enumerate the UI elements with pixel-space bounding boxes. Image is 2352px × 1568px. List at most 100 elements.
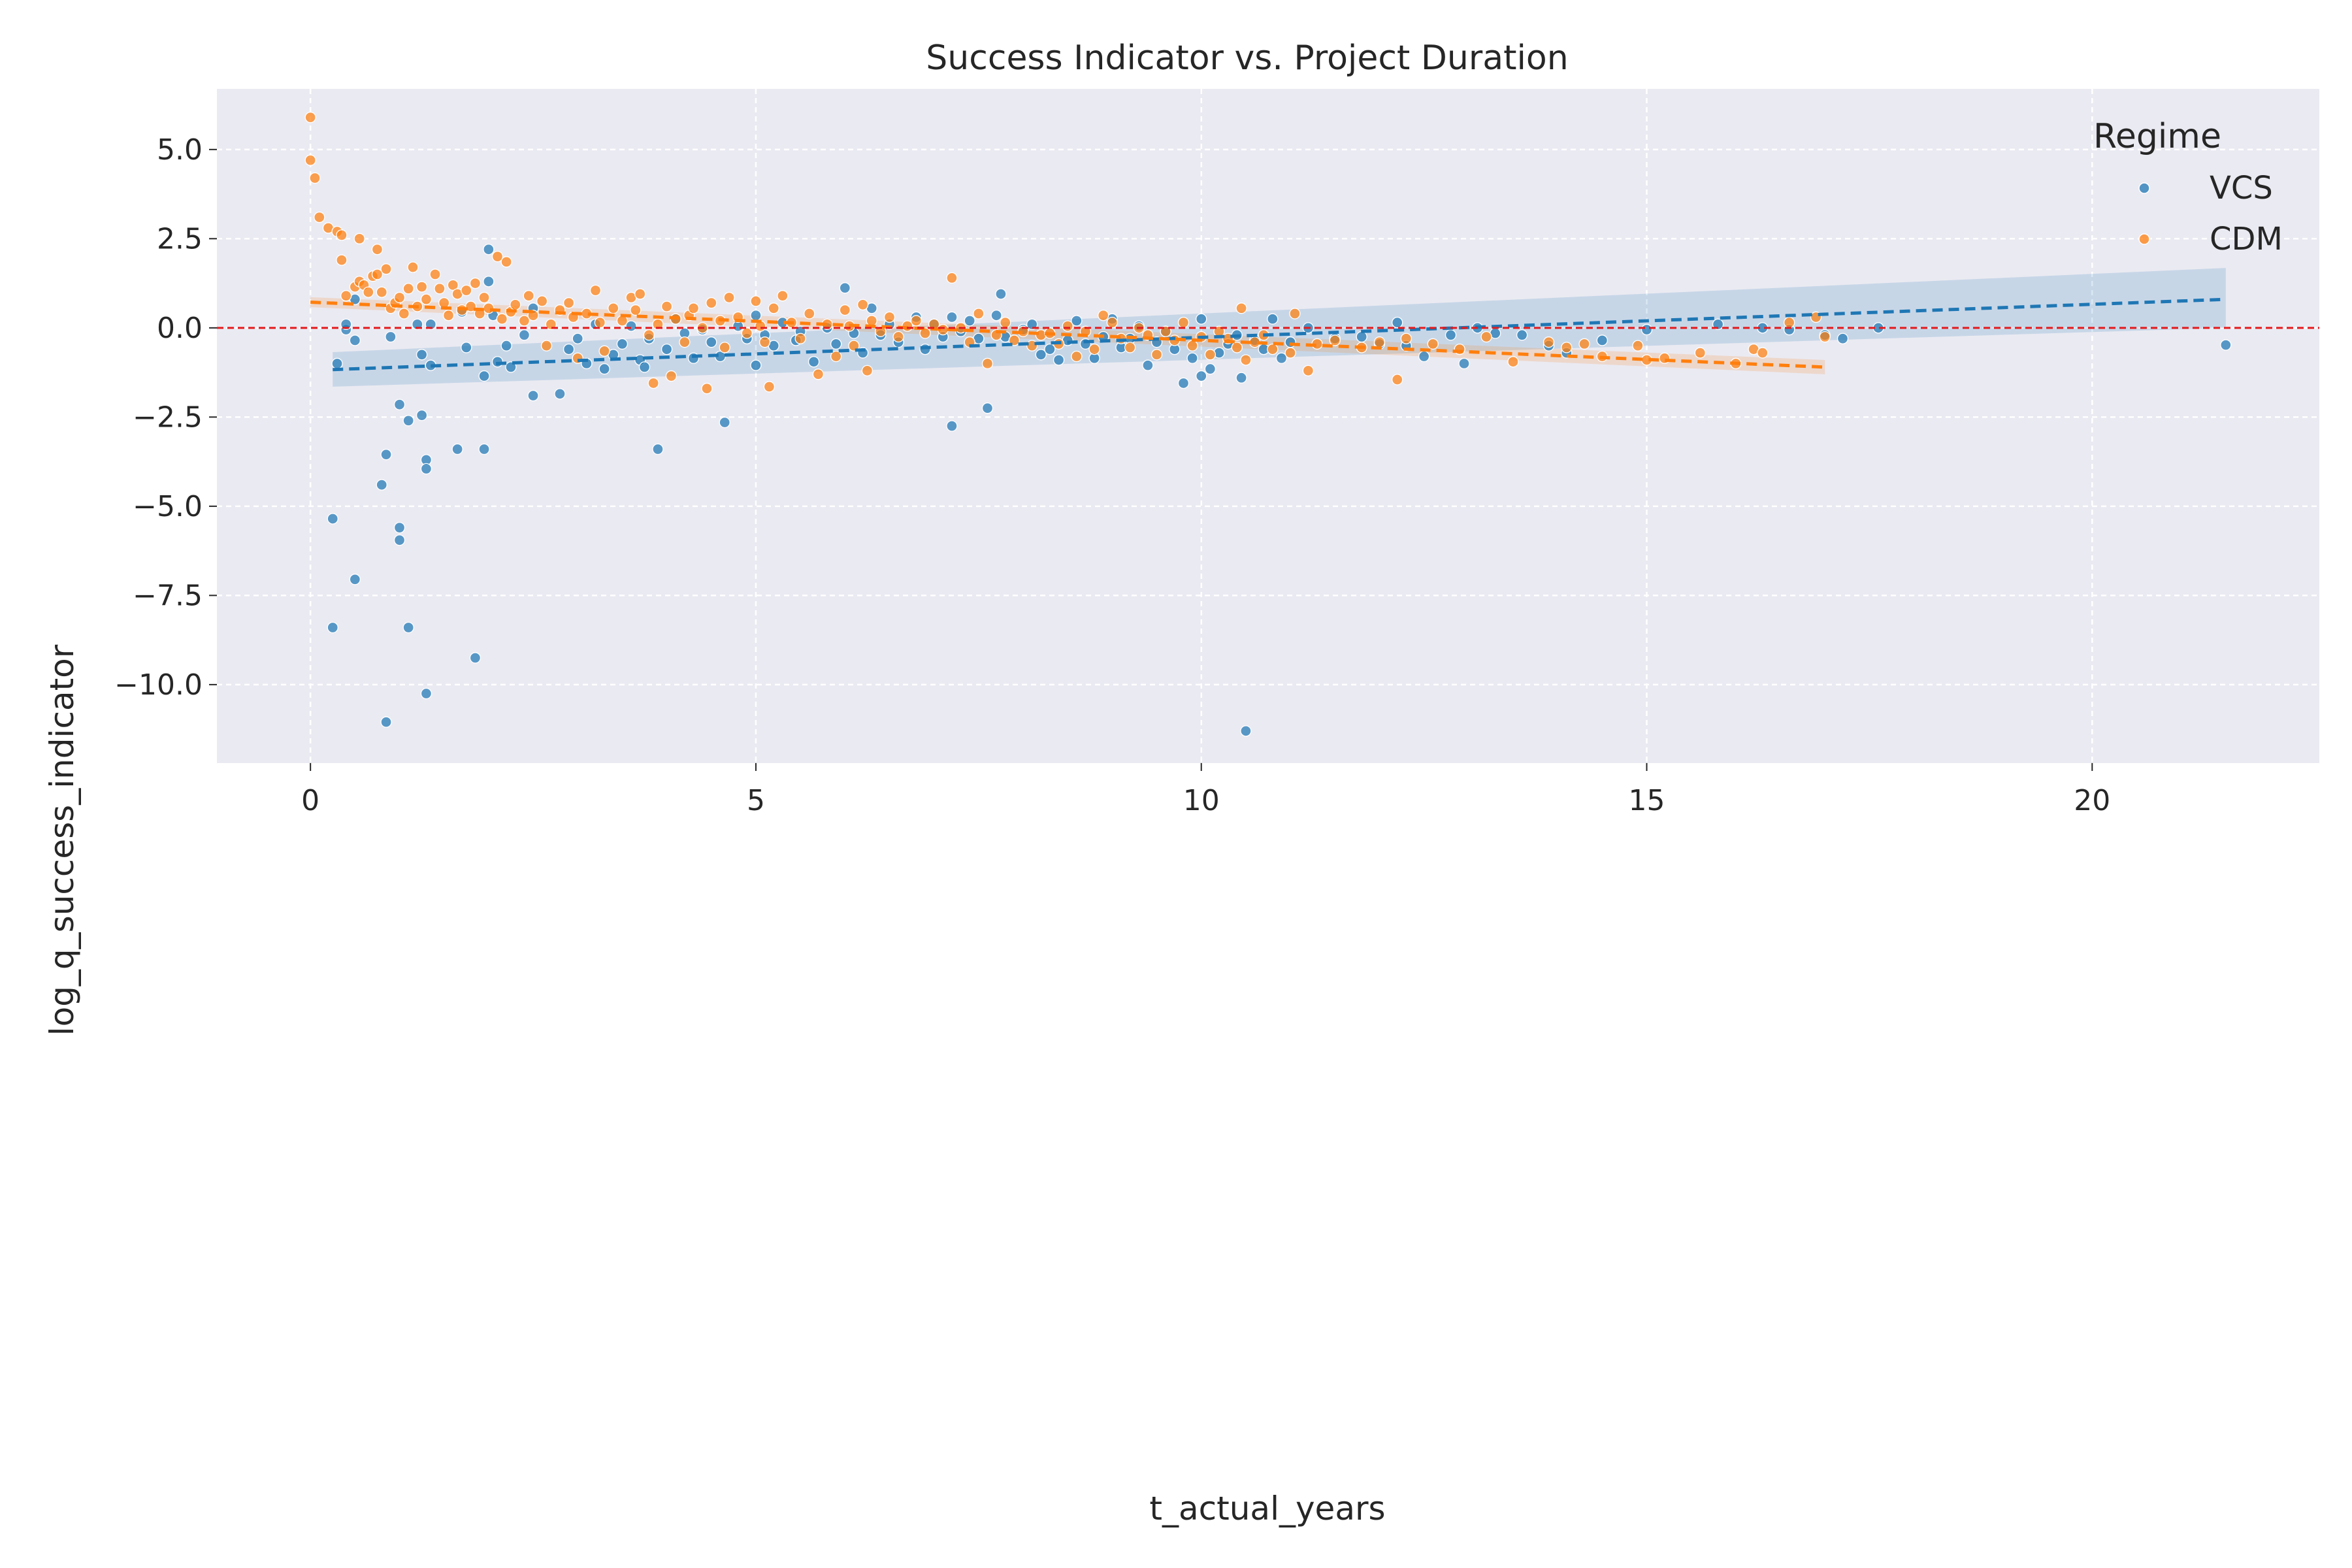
point-cdm <box>1240 354 1252 366</box>
point-vcs <box>527 389 539 402</box>
point-cdm <box>598 345 610 357</box>
point-cdm <box>1177 317 1190 329</box>
point-cdm <box>469 277 482 289</box>
point-cdm <box>398 308 410 319</box>
point-cdm <box>643 329 655 341</box>
point-vcs <box>706 336 717 348</box>
point-vcs <box>563 343 575 355</box>
y-tick-label: −2.5 <box>133 400 203 434</box>
point-cdm <box>380 263 392 275</box>
y-tick-label: 5.0 <box>157 133 203 167</box>
legend-title: Regime <box>2093 117 2221 156</box>
point-cdm <box>496 313 508 325</box>
point-cdm <box>309 172 321 184</box>
point-cdm <box>1204 349 1217 361</box>
point-vcs <box>750 359 762 371</box>
point-cdm <box>830 350 842 363</box>
point-cdm <box>304 112 316 123</box>
point-vcs <box>500 340 512 351</box>
point-cdm <box>1289 308 1301 319</box>
point-cdm <box>429 269 441 280</box>
point-vcs <box>349 335 361 346</box>
chart-title: Success Indicator vs. Project Duration <box>926 39 1568 78</box>
point-cdm <box>336 229 348 241</box>
point-cdm <box>665 370 678 382</box>
plot-area <box>217 89 2319 763</box>
confidence-band-vcs <box>333 268 2226 387</box>
trend-line-vcs <box>333 297 2226 372</box>
point-vcs <box>1418 350 1430 363</box>
point-vcs <box>995 288 1007 300</box>
point-vcs <box>1204 363 1217 375</box>
point-cdm <box>434 283 446 295</box>
point-vcs <box>1196 313 1207 325</box>
point-cdm <box>1284 347 1296 359</box>
point-vcs <box>327 621 338 634</box>
point-vcs <box>416 349 428 361</box>
point-cdm <box>919 327 931 339</box>
point-vcs <box>478 443 490 455</box>
point-cdm <box>1329 335 1341 346</box>
point-cdm <box>1507 356 1519 368</box>
point-cdm <box>1098 310 1109 321</box>
point-cdm <box>447 279 459 291</box>
point-cdm <box>608 302 619 314</box>
point-cdm <box>687 302 700 314</box>
point-cdm <box>1578 338 1590 350</box>
x-tick-label: 5 <box>747 784 765 817</box>
legend-marker-cdm <box>2138 233 2150 245</box>
point-vcs <box>349 574 361 585</box>
point-vcs <box>1240 725 1252 737</box>
point-cdm <box>1231 342 1243 353</box>
point-vcs <box>1445 329 1457 341</box>
point-vcs <box>393 399 406 410</box>
point-vcs <box>1641 323 1653 336</box>
point-vcs <box>420 463 433 475</box>
point-cdm <box>336 254 348 266</box>
point-vcs <box>1186 352 1198 364</box>
point-cdm <box>701 383 713 395</box>
point-vcs <box>327 513 338 525</box>
point-vcs <box>750 310 762 321</box>
point-vcs <box>1044 343 1056 355</box>
point-cdm <box>1151 349 1163 361</box>
point-cdm <box>768 302 779 314</box>
point-vcs <box>393 534 406 546</box>
point-vcs <box>808 356 820 368</box>
point-vcs <box>1596 335 1608 346</box>
point-cdm <box>1543 336 1555 348</box>
point-cdm <box>981 357 994 370</box>
point-cdm <box>363 286 374 298</box>
point-cdm <box>1062 320 1073 332</box>
point-cdm <box>866 315 877 327</box>
point-vcs <box>1837 333 1849 344</box>
point-cdm <box>1000 317 1011 329</box>
point-cdm <box>861 365 874 377</box>
point-cdm <box>723 291 735 304</box>
point-vcs <box>518 329 531 341</box>
point-cdm <box>719 342 730 353</box>
point-cdm <box>630 304 642 316</box>
point-vcs <box>638 361 651 373</box>
legend-label-cdm: CDM <box>2210 221 2283 257</box>
point-cdm <box>946 272 958 284</box>
point-vcs <box>451 443 463 455</box>
point-cdm <box>804 308 815 319</box>
point-cdm <box>1186 340 1198 351</box>
point-vcs <box>839 282 851 294</box>
point-cdm <box>1480 331 1492 343</box>
point-cdm <box>706 297 717 309</box>
point-cdm <box>523 290 534 302</box>
point-cdm <box>1392 374 1403 385</box>
point-cdm <box>1124 342 1136 353</box>
point-cdm <box>1427 338 1439 350</box>
point-vcs <box>478 370 490 382</box>
point-cdm <box>839 304 851 316</box>
point-cdm <box>1302 365 1315 377</box>
point-cdm <box>910 315 923 327</box>
legend-marker-vcs <box>2138 182 2150 194</box>
point-vcs <box>1142 359 1154 371</box>
point-vcs <box>1392 317 1403 329</box>
point-cdm <box>1561 342 1573 353</box>
